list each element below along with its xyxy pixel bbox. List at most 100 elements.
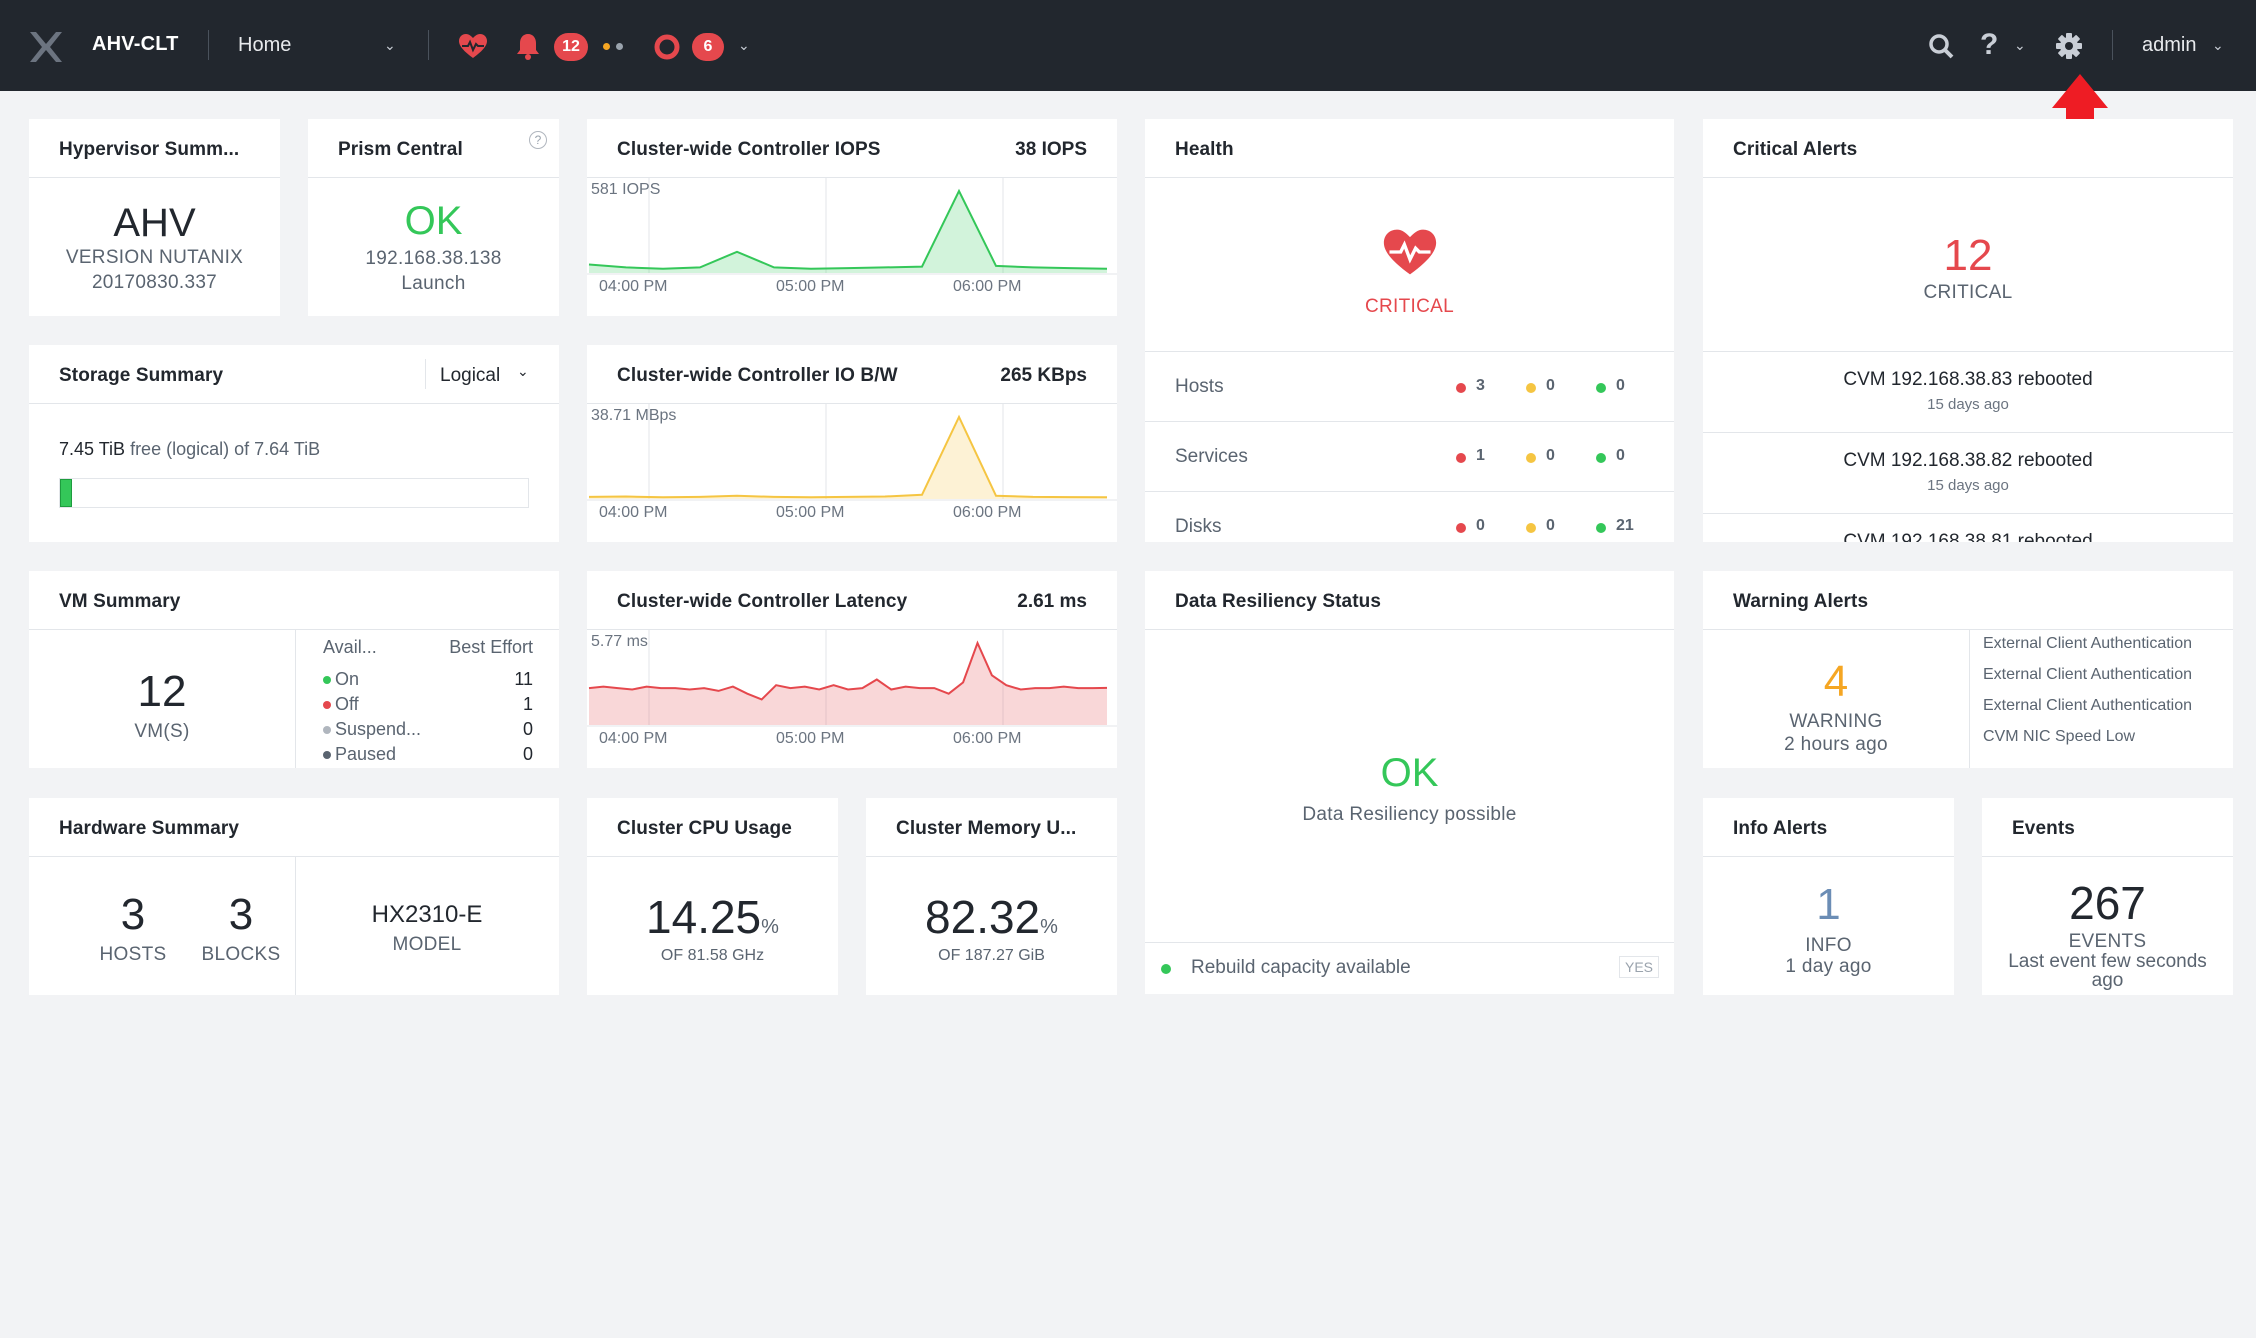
io-bw-chart[interactable]: 38.71 MBps xyxy=(587,403,1117,523)
vm-best-effort-header[interactable]: Best Effort xyxy=(449,637,533,657)
events-card: Events 267 EVENTS Last event few seconds… xyxy=(1982,798,2233,995)
chevron-down-icon[interactable]: ⌄ xyxy=(738,37,750,53)
user-menu[interactable]: admin xyxy=(2142,34,2197,56)
model-label: MODEL xyxy=(392,934,462,955)
hypervisor-version: VERSION NUTANIX xyxy=(65,247,244,268)
chevron-down-icon[interactable]: ⌄ xyxy=(2212,37,2224,53)
storage-free-text: 7.45 TiB free (logical) of 7.64 TiB xyxy=(59,439,320,460)
off-dot xyxy=(323,701,331,710)
search-icon[interactable] xyxy=(1928,33,1954,59)
rebuild-capacity-label: Rebuild capacity available xyxy=(1191,957,1411,978)
vm-row-on[interactable]: On 11 xyxy=(323,669,533,690)
peak-label: 581 IOPS xyxy=(591,181,661,198)
health-row-services[interactable]: Services xyxy=(1175,446,1248,467)
hosts-warning-count[interactable]: 0 xyxy=(1546,377,1555,394)
services-good-count[interactable]: 0 xyxy=(1616,447,1625,464)
storage-mode-select[interactable]: Logical xyxy=(440,365,501,386)
card-title: Storage Summary xyxy=(59,365,224,386)
events-count[interactable]: 267 xyxy=(2069,877,2146,929)
blocks-count[interactable]: 3 xyxy=(228,890,254,939)
disks-warning-count[interactable]: 0 xyxy=(1546,517,1555,534)
divider xyxy=(1703,177,2233,178)
services-warning-count[interactable]: 0 xyxy=(1546,447,1555,464)
warning-count[interactable]: 4 xyxy=(1823,657,1849,706)
alert-item[interactable]: CVM 192.168.38.83 rebooted 15 days ago xyxy=(1703,369,2233,413)
critical-count[interactable]: 12 xyxy=(1943,231,1993,280)
warning-alert-item[interactable]: External Client Authentication xyxy=(1983,666,2193,683)
help-icon[interactable]: ? xyxy=(529,131,547,149)
hosts-label: HOSTS xyxy=(99,944,167,965)
card-title: Cluster-wide Controller Latency xyxy=(617,591,908,612)
disks-good-count[interactable]: 21 xyxy=(1616,517,1634,534)
model-label-wrap: MODEL xyxy=(295,934,559,956)
hosts-critical-count[interactable]: 3 xyxy=(1476,377,1485,394)
divider xyxy=(1145,351,1674,352)
bell-icon[interactable] xyxy=(516,32,540,60)
services-critical-count[interactable]: 1 xyxy=(1476,447,1485,464)
vm-state-label: Off xyxy=(335,694,359,714)
card-title: Events xyxy=(2012,818,2075,839)
tasks-count-badge[interactable]: 6 xyxy=(692,33,724,61)
memory-usage-value[interactable]: 82.32% xyxy=(866,890,1117,944)
x-tick: 05:00 PM xyxy=(776,278,845,295)
vm-availability-header[interactable]: Avail... xyxy=(323,637,377,657)
memory-total: OF 187.27 GiB xyxy=(938,947,1045,964)
heart-pulse-icon[interactable] xyxy=(458,33,488,59)
vm-state-count: 0 xyxy=(522,719,533,739)
card-title: Cluster-wide Controller IOPS xyxy=(617,139,881,160)
help-icon[interactable]: ? xyxy=(1980,28,1999,61)
vm-row-paused[interactable]: Paused 0 xyxy=(323,744,533,765)
divider xyxy=(295,856,296,995)
divider xyxy=(425,359,426,389)
data-resiliency-card: Data Resiliency Status OK Data Resilienc… xyxy=(1145,571,1674,994)
disks-critical-count[interactable]: 0 xyxy=(1476,517,1485,534)
chevron-down-icon[interactable]: ⌄ xyxy=(517,363,529,379)
nutanix-logo-icon[interactable] xyxy=(28,30,64,64)
free-text: free (logical) of xyxy=(130,439,250,459)
alert-age: 15 days ago xyxy=(1927,396,2009,413)
iops-chart[interactable]: 581 IOPS xyxy=(587,177,1117,297)
warning-alert-item[interactable]: External Client Authentication xyxy=(1983,697,2193,714)
controller-iops-card: Cluster-wide Controller IOPS 38 IOPS 581… xyxy=(587,119,1117,316)
hypervisor-summary-card: Hypervisor Summ... AHV VERSION NUTANIX 2… xyxy=(29,119,280,316)
chart-svg xyxy=(587,629,1117,727)
hosts-count[interactable]: 3 xyxy=(120,890,146,939)
divider xyxy=(29,403,559,404)
info-count[interactable]: 1 xyxy=(1816,880,1841,929)
vm-row-suspended[interactable]: Suspend... 0 xyxy=(323,719,533,740)
health-row-disks[interactable]: Disks xyxy=(1175,516,1222,537)
card-title: Hypervisor Summ... xyxy=(59,139,240,160)
resiliency-status[interactable]: OK xyxy=(1380,751,1439,795)
warning-alert-item[interactable]: CVM NIC Speed Low xyxy=(1983,728,2136,745)
divider xyxy=(1703,629,2233,630)
storage-usage-bar[interactable] xyxy=(59,478,529,508)
cluster-name[interactable]: AHV-CLT xyxy=(92,33,179,55)
alert-item[interactable]: CVM 192.168.38.81 rebooted xyxy=(1703,531,2233,542)
latency-chart[interactable]: 5.77 ms xyxy=(587,629,1117,749)
gear-icon[interactable] xyxy=(2055,32,2083,60)
launch-link[interactable]: Launch xyxy=(401,273,466,294)
x-tick: 04:00 PM xyxy=(599,504,668,521)
alert-item[interactable]: CVM 192.168.38.82 rebooted 15 days ago xyxy=(1703,450,2233,494)
home-menu-label[interactable]: Home xyxy=(238,34,292,56)
critical-dot xyxy=(1456,383,1466,393)
warning-alert-item[interactable]: External Client Authentication xyxy=(1983,635,2193,652)
chart-svg xyxy=(587,403,1117,501)
alerts-count-badge[interactable]: 12 xyxy=(554,33,588,61)
chevron-down-icon[interactable]: ⌄ xyxy=(384,37,396,53)
critical-dot xyxy=(1456,523,1466,533)
hosts-good-count[interactable]: 0 xyxy=(1616,377,1625,394)
tasks-circle-icon[interactable] xyxy=(654,34,680,60)
controller-latency-card: Cluster-wide Controller Latency 2.61 ms … xyxy=(587,571,1117,768)
vm-count[interactable]: 12 xyxy=(137,667,187,716)
cpu-usage-value[interactable]: 14.25% xyxy=(587,890,838,944)
health-row-hosts[interactable]: Hosts xyxy=(1175,376,1224,397)
info-label: INFO xyxy=(1805,935,1852,956)
chevron-down-icon[interactable]: ⌄ xyxy=(2014,37,2026,53)
card-title: Data Resiliency Status xyxy=(1175,591,1382,612)
model-name[interactable]: HX2310-E xyxy=(371,901,483,928)
total-value: 7.64 TiB xyxy=(254,439,321,459)
blocks-label-wrap: BLOCKS xyxy=(181,944,301,966)
vm-row-off[interactable]: Off 1 xyxy=(323,694,533,715)
critical-dot xyxy=(1456,453,1466,463)
